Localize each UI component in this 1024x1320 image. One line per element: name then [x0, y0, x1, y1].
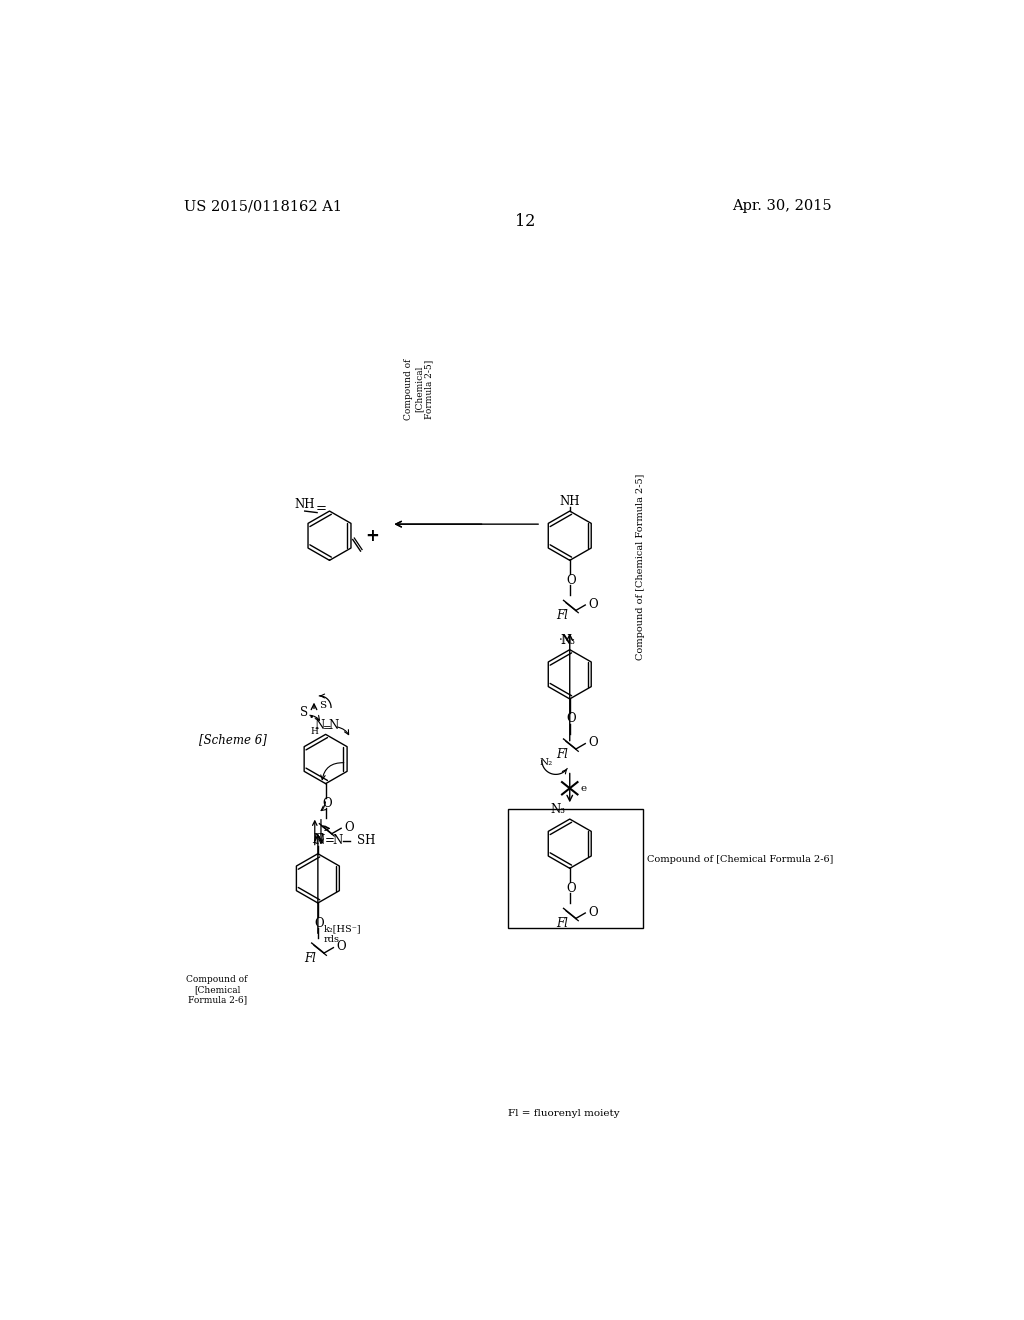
- Text: O: O: [337, 940, 346, 953]
- Text: +: +: [366, 527, 379, 545]
- Text: 12: 12: [515, 213, 535, 230]
- Text: SH: SH: [356, 834, 375, 847]
- Text: O: O: [566, 882, 577, 895]
- Text: NH: NH: [559, 495, 580, 508]
- Text: =: =: [323, 723, 332, 733]
- Text: S: S: [300, 706, 308, 719]
- Text: Fl = fluorenyl moiety: Fl = fluorenyl moiety: [508, 1109, 620, 1118]
- Text: •: •: [309, 713, 314, 722]
- Text: US 2015/0118162 A1: US 2015/0118162 A1: [183, 199, 342, 213]
- Text: Fl: Fl: [556, 917, 568, 931]
- Text: O: O: [566, 574, 577, 587]
- Text: N: N: [314, 718, 325, 731]
- Text: Fl: Fl: [556, 610, 568, 622]
- Text: k₂[HS⁻]: k₂[HS⁻]: [324, 924, 361, 933]
- Text: N₂: N₂: [540, 759, 553, 767]
- Text: O: O: [314, 916, 325, 929]
- Text: Compound of
[Chemical
Formula 2-5]: Compound of [Chemical Formula 2-5]: [403, 359, 433, 420]
- Text: =: =: [325, 834, 335, 847]
- Bar: [508, 809, 643, 928]
- Text: N₃: N₃: [551, 804, 565, 816]
- Text: H: H: [311, 727, 318, 735]
- Text: Compound of [Chemical Formula 2-5]: Compound of [Chemical Formula 2-5]: [636, 474, 645, 660]
- Text: Fl: Fl: [556, 748, 568, 760]
- Text: O: O: [323, 797, 332, 810]
- Text: Compound of [Chemical Formula 2-6]: Compound of [Chemical Formula 2-6]: [647, 854, 834, 863]
- Text: [Scheme 6]: [Scheme 6]: [200, 733, 267, 746]
- Text: N₃: N₃: [561, 634, 575, 647]
- Text: O: O: [589, 737, 598, 750]
- Text: N: N: [329, 718, 339, 731]
- Text: Apr. 30, 2015: Apr. 30, 2015: [732, 199, 833, 213]
- Text: ·N: ·N: [559, 634, 572, 647]
- Text: N: N: [333, 834, 343, 847]
- Text: rds: rds: [324, 936, 340, 944]
- Text: Fl: Fl: [312, 833, 324, 846]
- Text: O: O: [566, 713, 577, 726]
- Text: O: O: [344, 821, 354, 834]
- Text: Compound of
[Chemical
Formula 2-6]: Compound of [Chemical Formula 2-6]: [186, 974, 248, 1005]
- Text: e: e: [581, 784, 587, 793]
- Text: =: =: [315, 502, 327, 515]
- Text: O: O: [589, 906, 598, 919]
- Text: N: N: [314, 834, 325, 847]
- Text: O: O: [589, 598, 598, 611]
- Text: S: S: [319, 701, 327, 710]
- Text: Fl: Fl: [304, 952, 316, 965]
- Text: NH: NH: [295, 499, 315, 511]
